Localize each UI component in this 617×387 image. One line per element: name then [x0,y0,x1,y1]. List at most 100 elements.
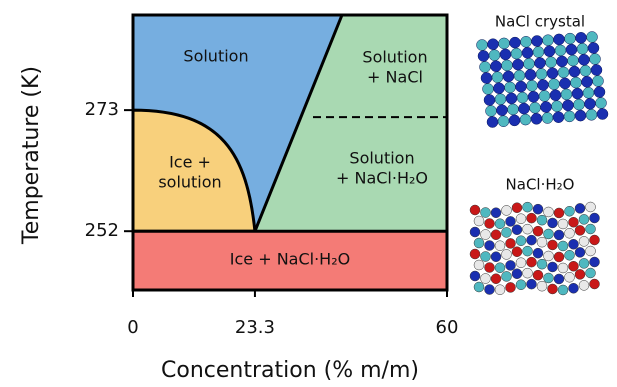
ice-hydrate-region [133,231,447,290]
atom [490,273,502,284]
atom [532,247,544,259]
atom [581,76,593,88]
atom [504,81,516,94]
atom [485,105,497,117]
atom [531,35,543,47]
atom [505,282,516,293]
atom [505,260,516,271]
atom [574,247,586,258]
atom [532,225,544,237]
atom [543,228,554,240]
atom [499,48,512,61]
atom [547,239,558,251]
atom [585,109,598,121]
atom [557,218,569,230]
atom [480,229,491,240]
atom [576,43,589,55]
atom [551,100,563,112]
boundary [253,14,344,232]
atom [585,201,596,213]
atom [562,99,574,112]
atom [552,111,565,123]
atom [484,262,495,273]
atom [494,262,506,273]
atom [557,240,569,252]
atom [484,218,495,229]
atom [589,278,600,290]
atom [512,58,524,71]
region-label: Solution + NaCl [362,47,427,86]
atom [557,66,570,79]
atom [507,103,519,116]
atom [526,234,537,246]
atom [526,278,537,290]
atom [545,56,557,68]
image-title: NaCl crystal [495,13,585,31]
atom [596,108,609,120]
atom [529,102,541,114]
atom [501,205,512,216]
atom [568,260,579,272]
atom [560,88,573,101]
atom [513,69,526,82]
atom [501,249,512,260]
atom [515,257,527,268]
atom [519,113,532,126]
atom [585,245,596,257]
atom [537,79,549,91]
region-label: Solution + NaCl·H₂O [336,148,428,187]
atom [538,90,551,102]
atom [578,54,590,66]
atom [553,273,565,285]
atom [553,33,565,46]
atom [532,46,545,58]
atom [547,217,558,229]
atom [571,87,584,100]
atom [564,205,575,217]
atom [568,282,579,294]
atom [549,89,562,101]
atom [473,215,485,227]
atom [564,271,575,283]
atom [484,240,495,251]
atom [516,91,529,104]
atom [563,110,576,123]
y-tick-label: 252 [85,220,119,241]
atom [541,112,554,124]
atom [586,31,598,43]
y-axis-label: Temperature (K) [19,66,44,245]
atom [593,86,606,98]
atom [524,69,537,81]
atom [511,268,523,279]
atom [585,223,596,235]
atom [559,77,571,90]
atom [476,39,488,51]
atom [511,246,523,257]
atom [502,70,515,83]
atom [543,45,556,57]
atom [568,238,579,250]
atom [483,94,496,106]
atom [584,98,596,110]
atom [536,236,548,248]
atom [540,101,552,113]
atom [480,273,491,284]
atom [536,214,548,226]
image-title: NaCl·H₂O [506,176,575,194]
atom [574,225,586,236]
atom [557,284,569,296]
atom [482,83,494,95]
atom [473,237,485,249]
atom [548,78,560,90]
atom [530,113,543,125]
atom [473,259,485,271]
atom [589,53,601,65]
atom [526,80,538,92]
atom [494,284,506,295]
atom [469,226,481,238]
atom [490,60,502,72]
atom [564,249,575,261]
plot-frame [131,13,449,292]
atom [567,54,579,67]
atom [595,97,607,109]
